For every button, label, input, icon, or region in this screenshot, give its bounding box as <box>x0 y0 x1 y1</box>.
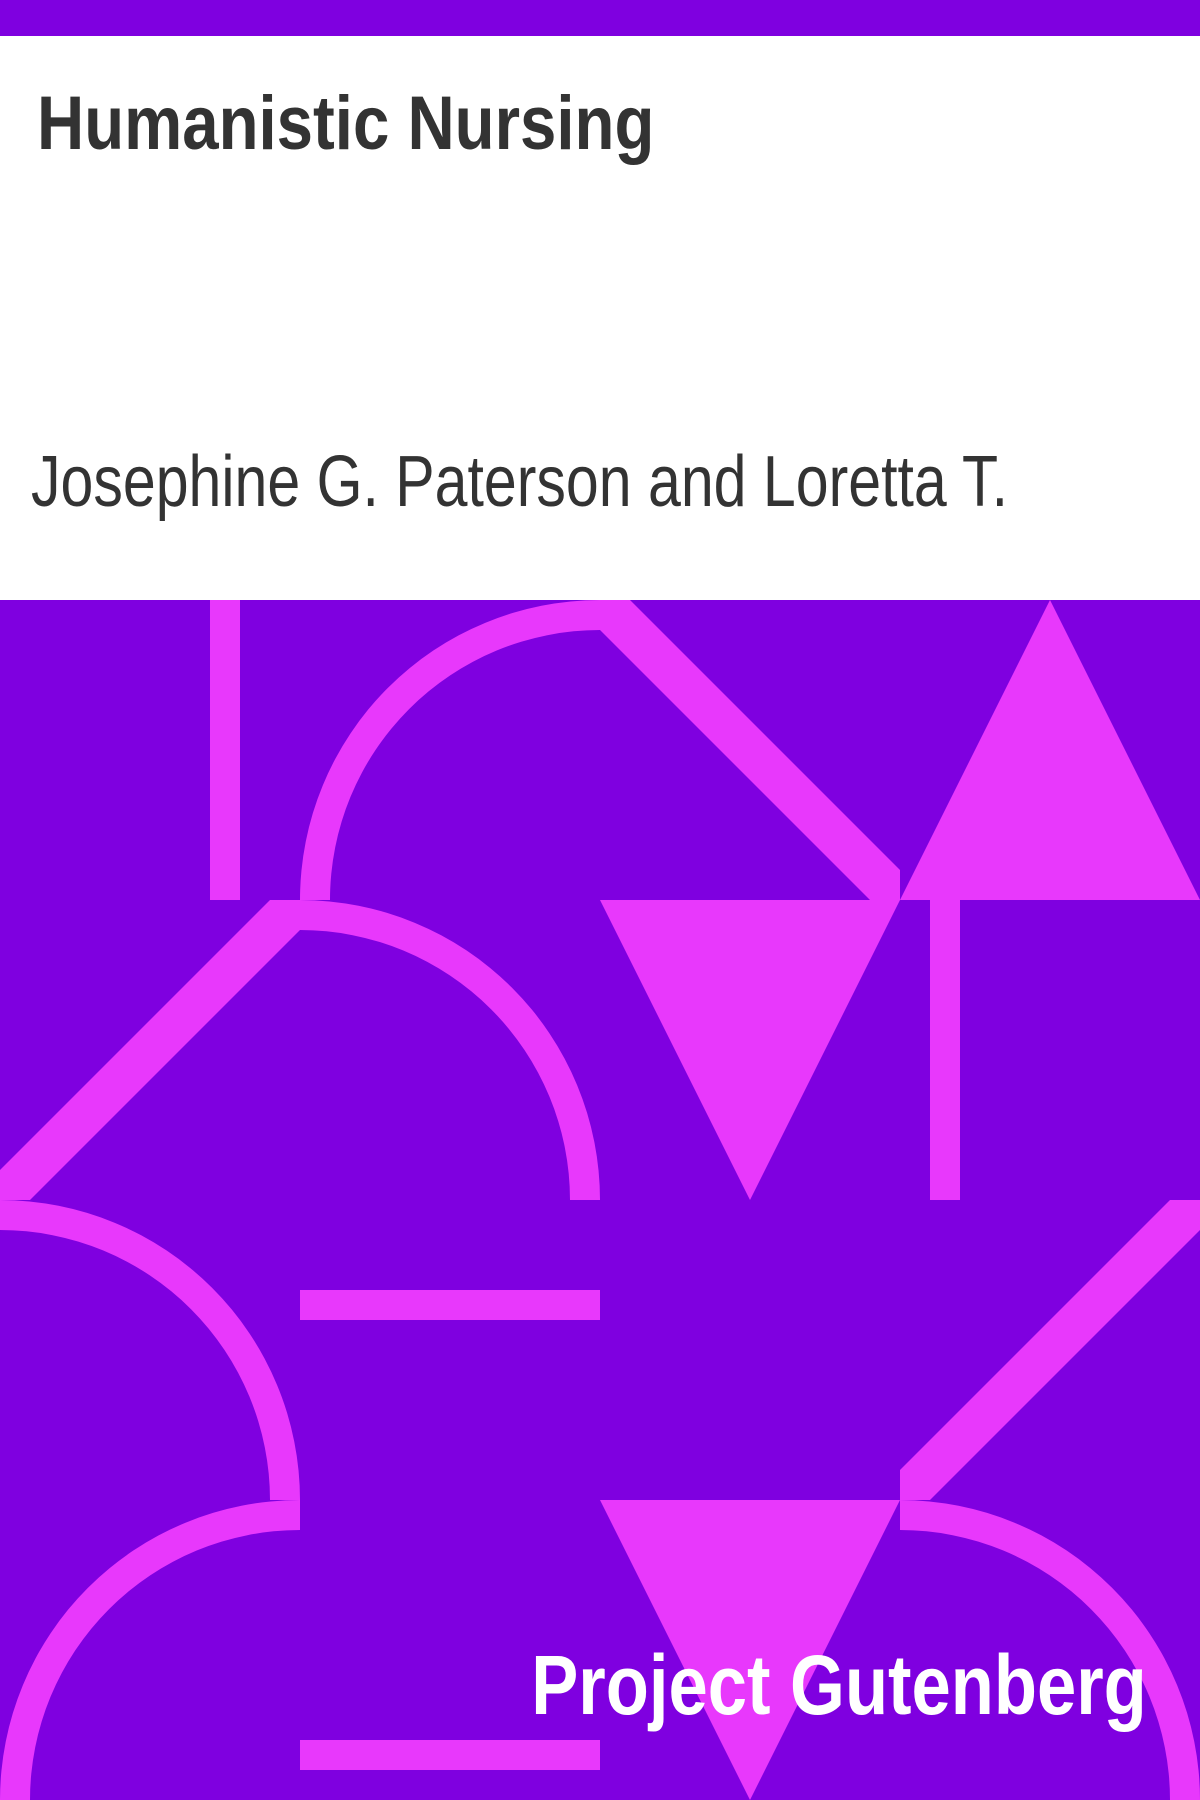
cover-pattern <box>0 600 1200 1800</box>
pattern-arc <box>300 600 600 900</box>
book-author: Josephine G. Paterson and Loretta T. <box>31 442 1008 522</box>
pattern-triangle-down <box>600 900 900 1200</box>
pattern-vertical-bar <box>930 900 960 1200</box>
pattern-triangle-up <box>900 600 1200 900</box>
pattern-horizontal-bar <box>300 1290 600 1320</box>
pattern-diagonal-band <box>600 600 900 900</box>
pattern-arc <box>0 1500 300 1800</box>
pattern-vertical-bar <box>210 600 240 900</box>
pattern-diagonal-band <box>900 1200 1200 1500</box>
pattern-arc <box>900 1500 1200 1800</box>
pattern-diagonal-band <box>0 900 300 1200</box>
book-title: Humanistic Nursing <box>37 81 655 166</box>
pattern-arc <box>300 900 600 1200</box>
pattern-triangle-down <box>600 1500 900 1800</box>
top-accent-bar <box>0 0 1200 36</box>
pattern-arc <box>0 1200 300 1500</box>
pattern-horizontal-bar <box>300 1740 600 1770</box>
publisher-label: Project Gutenberg <box>531 1638 1147 1732</box>
pattern-shapes <box>0 600 1200 1800</box>
